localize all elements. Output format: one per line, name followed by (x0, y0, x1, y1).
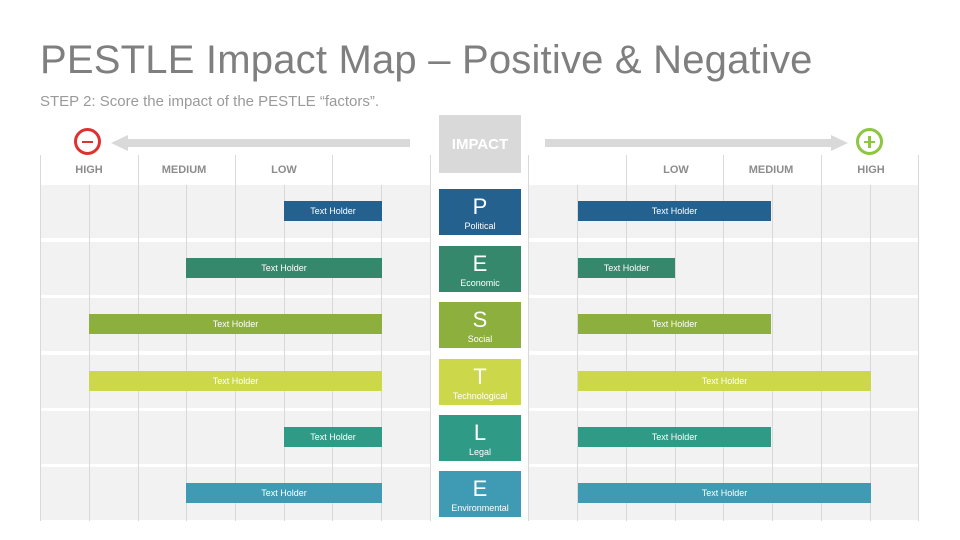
positive-impact-bar: Text Holder (578, 483, 871, 503)
factor-letter: T (473, 364, 487, 389)
factor-name: Technological (452, 391, 508, 401)
page-title: PESTLE Impact Map – Positive & Negative (40, 38, 813, 82)
grid-line (772, 185, 773, 521)
negative-impact-bar: Text Holder (284, 201, 382, 221)
grid-line (528, 155, 529, 521)
factor-name: Political (464, 221, 496, 231)
factor-tile-political: P Political (439, 189, 521, 235)
factor-letter: S (472, 307, 488, 332)
negative-impact-bar: Text Holder (186, 483, 382, 503)
factor-tile-technological: T Technological (439, 359, 521, 405)
plus-circle-icon (856, 128, 883, 155)
minus-circle-icon (74, 128, 101, 155)
grid-line (821, 155, 822, 521)
factor-tile-social: S Social (439, 302, 521, 348)
factor-letter: E (472, 251, 488, 276)
left-arrow-shaft (127, 139, 410, 147)
negative-impact-bar: Text Holder (186, 258, 382, 278)
col-label-right-high: HIGH (857, 164, 885, 176)
grid-line (235, 155, 236, 521)
factor-letter: E (472, 476, 488, 501)
grid-line (89, 185, 90, 521)
grid-line (918, 155, 919, 521)
factor-name: Legal (468, 447, 492, 457)
grid-line (870, 185, 871, 521)
factor-letter: P (472, 194, 488, 219)
factor-name: Environmental (451, 503, 509, 513)
col-label-left-high: HIGH (75, 164, 103, 176)
col-label-right-medium: MEDIUM (748, 164, 794, 176)
factor-tile-economic: E Economic (439, 246, 521, 292)
grid-line (40, 155, 41, 521)
grid-line (577, 185, 578, 521)
right-arrow-head (831, 135, 848, 151)
grid-line (430, 155, 431, 521)
negative-impact-bar: Text Holder (89, 371, 382, 391)
negative-impact-bar: Text Holder (284, 427, 382, 447)
page-subtitle: STEP 2: Score the impact of the PESTLE “… (40, 93, 380, 110)
grid-line (284, 185, 285, 521)
right-arrow-shaft (545, 139, 832, 147)
factor-name: Economic (460, 278, 500, 288)
grid-line (138, 155, 139, 521)
col-label-left-low: LOW (271, 164, 297, 176)
col-label-left-medium: MEDIUM (161, 164, 207, 176)
left-arrow-head (111, 135, 128, 151)
grid-line (381, 185, 382, 521)
factor-tile-environmental: E Environmental (439, 471, 521, 517)
impact-header: IMPACT (439, 115, 521, 173)
negative-impact-bar: Text Holder (89, 314, 382, 334)
factor-tile-legal: L Legal (439, 415, 521, 461)
positive-impact-bar: Text Holder (578, 201, 771, 221)
grid-line (675, 185, 676, 521)
grid-line (186, 185, 187, 521)
positive-impact-bar: Text Holder (578, 371, 871, 391)
factor-name: Social (467, 334, 493, 344)
positive-impact-bar: Text Holder (578, 427, 771, 447)
positive-impact-bar: Text Holder (578, 258, 675, 278)
col-label-right-low: LOW (663, 164, 689, 176)
positive-impact-bar: Text Holder (578, 314, 771, 334)
factor-letter: L (473, 420, 487, 445)
